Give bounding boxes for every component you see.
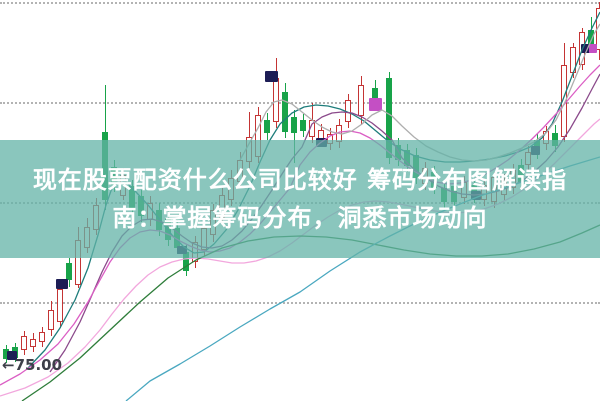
signal-marker-magenta (589, 44, 597, 53)
signal-marker-navy (56, 279, 68, 289)
candle-down (282, 92, 288, 132)
candle-up (273, 78, 279, 122)
banner-line-1: 现在股票配资什么公司比较好 筹码分布图解读指 (32, 166, 568, 194)
candle-up (309, 120, 315, 137)
candle-up (561, 65, 567, 137)
signal-marker-magenta (369, 98, 382, 111)
candle-up (570, 47, 576, 73)
candle-up (48, 310, 54, 330)
candle-down (291, 117, 297, 133)
candle-up (57, 289, 63, 322)
banner-line-2: 南：掌握筹码分布，洞悉市场动向 (112, 204, 488, 232)
signal-marker-navy (265, 71, 278, 82)
candle-down (66, 263, 72, 280)
candle-up (39, 332, 45, 342)
candle-down (588, 30, 594, 45)
overlay-banner: 现在股票配资什么公司比较好 筹码分布图解读指 南：掌握筹码分布，洞悉市场动向 (0, 140, 600, 258)
candle-down (300, 120, 306, 131)
gridline (0, 2, 600, 4)
candle-down (264, 120, 270, 133)
candle-up (30, 339, 36, 347)
candle-up (358, 85, 364, 116)
candle-up (345, 100, 351, 122)
candle-up (21, 336, 27, 350)
price-annotation: ←75.00 (2, 356, 63, 374)
